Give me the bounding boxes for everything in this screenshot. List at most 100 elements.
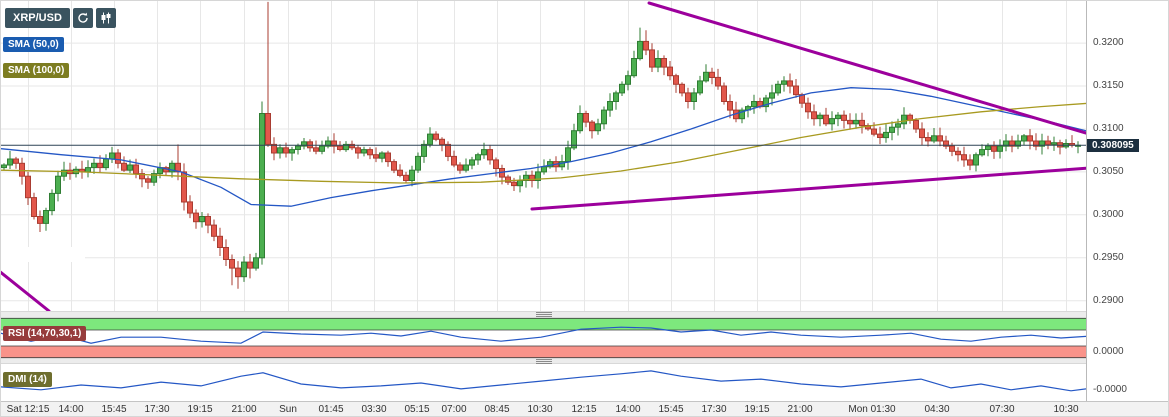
candle-body [577,113,583,132]
candle-body [379,152,385,159]
candle-body [1003,140,1009,147]
candle-body [841,114,847,121]
candle-body [403,174,409,182]
time-tick-label: 07:00 [441,404,467,415]
drag-handle-icon[interactable] [535,358,552,364]
candle-body [955,150,961,156]
candle-body [835,114,841,120]
candle-body [883,131,889,139]
candle-body [535,171,541,181]
candle-body [457,164,463,171]
candle-body [1027,135,1033,142]
dmi-label[interactable]: DMI (14) [3,372,52,387]
candle-body [439,138,445,146]
candle-body [55,175,61,194]
price-tick-label: 0.3050 [1093,166,1124,177]
candle-body [661,58,667,68]
time-tick-label: 15:45 [658,404,684,415]
candle-body [37,216,43,224]
candle-body [91,162,97,169]
trendline [530,166,1086,211]
candle-body [817,114,823,120]
candle-body [709,71,715,79]
candle-body [7,158,13,166]
candle-body [205,216,211,226]
refresh-icon [77,12,89,24]
candle-body [487,149,493,161]
time-tick-label: 21:00 [231,404,257,415]
drag-handle-icon[interactable] [535,312,552,317]
candle-body [331,140,337,147]
dmi-canvas[interactable] [1,364,1086,401]
candle-body [181,171,187,203]
candle-body [151,173,157,183]
candle-body [475,154,481,161]
last-price-badge: 0.308095 [1087,139,1139,152]
candle-body [871,128,877,135]
chart-style-button[interactable] [95,8,116,28]
rsi-axis-value: 0.0000 [1093,346,1124,357]
candle-body [277,147,283,154]
rsi-label[interactable]: RSI (14,70,30,1) [3,326,87,341]
candle-body [259,113,265,259]
candle-body [427,133,433,145]
candle-body [943,140,949,147]
candle-body [769,92,775,99]
candle-body [529,174,535,182]
candle-body [301,141,307,147]
candle-body [667,66,673,77]
candle-body [265,113,271,145]
refresh-button[interactable] [72,8,93,28]
candle-body [991,145,997,152]
time-tick-label: Mon 01:30 [848,404,896,415]
candle-body [997,145,1003,152]
candle-body [313,147,319,152]
sma50-label[interactable]: SMA (50,0) [3,37,64,52]
candle-body [415,155,421,171]
candle-body [445,143,451,157]
time-tick-label: 08:45 [484,404,510,415]
candle-body [421,143,427,157]
candle-body [409,169,415,181]
candle-body [685,92,691,103]
candle-body [691,92,697,103]
trendline [647,1,1086,135]
candle-body [643,40,649,51]
candle-body [319,145,325,152]
candle-body [451,155,457,166]
candle-body [505,176,511,183]
candle-body [463,164,469,171]
candle-body [481,149,487,156]
time-tick-label: 17:30 [701,404,727,415]
rsi-oversold-band [1,346,1086,358]
symbol-button[interactable]: XRP/USD [5,8,70,28]
panel-separator-dmi [1,358,1086,364]
candle-body [877,133,883,139]
candle-body [925,137,931,142]
candle-body [247,261,253,269]
time-tick-label: 10:30 [527,404,553,415]
candle-body [847,119,853,125]
time-tick-label: 10:30 [1053,404,1079,415]
time-axis[interactable]: Sat 12:15 14:00 15:45 17:30 19:15 21:00 Sun 01:… [1,401,1168,416]
candle-body [949,145,955,152]
candle-body [727,101,733,111]
candle-body [25,175,31,199]
candle-body [49,192,55,212]
sma100-label[interactable]: SMA (100,0) [3,63,70,78]
candle-body [187,201,193,214]
rsi-canvas[interactable] [1,318,1086,358]
candle-body [343,143,349,151]
candle-body [373,154,379,159]
main-chart-canvas[interactable] [1,1,1086,311]
candle-body [619,83,625,94]
candle-body [145,178,151,183]
time-tick-label: 19:15 [187,404,213,415]
price-axis[interactable]: 0.308095 0.0000 -0.0000 0.3200 0.3150 0.31… [1086,1,1168,401]
candle-body [517,180,523,187]
candle-body [433,133,439,140]
candle-body [763,97,769,108]
candle-body [523,174,529,182]
candle-body [271,143,277,154]
